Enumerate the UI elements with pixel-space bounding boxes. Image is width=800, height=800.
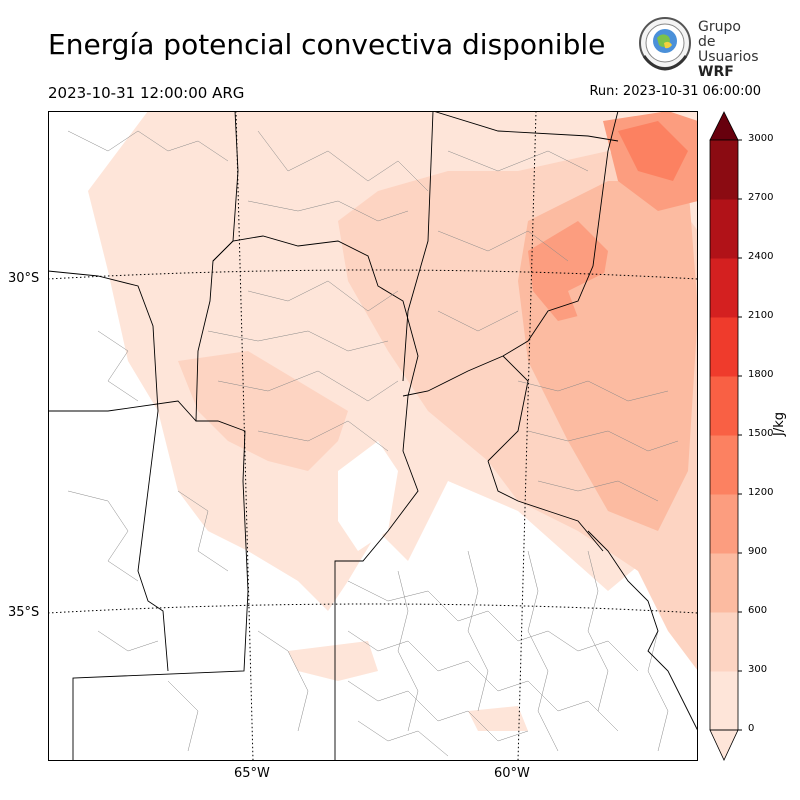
cape-shading — [48, 111, 698, 761]
colorbar-tick-label: 0 — [748, 723, 755, 734]
lat-label-35s: 35°S — [8, 605, 40, 620]
logo-line-3: WRF — [698, 64, 734, 80]
run-time-label: Run: 2023-10-31 06:00:00 — [589, 84, 761, 99]
colorbar-tick-label: 2100 — [748, 310, 774, 321]
map-title: Energía potencial convectiva disponible — [48, 28, 606, 61]
logo-line-1: Grupo de — [698, 19, 741, 50]
colorbar-extend-max — [709, 111, 739, 141]
colorbar-tick-label: 1800 — [748, 369, 774, 380]
lat-label-30s: 30°S — [8, 271, 40, 286]
valid-time-label: 2023-10-31 12:00:00 ARG — [48, 84, 245, 102]
colorbar-unit: J/kg — [772, 412, 787, 436]
coastline — [587, 530, 698, 732]
colorbar-tick-label: 3000 — [748, 133, 774, 144]
colorbar-band — [710, 199, 738, 259]
colorbar-band — [710, 553, 738, 613]
colorbar-band — [710, 258, 738, 318]
province-borders — [48, 111, 619, 761]
colorbar-tick-label: 1200 — [748, 487, 774, 498]
department-borders — [67, 130, 679, 757]
colorbar-tick-label: 600 — [748, 605, 768, 616]
wrf-group-logo: Grupo de Usuarios WRF — [638, 16, 759, 80]
colorbar-band — [710, 612, 738, 672]
colorbar-band — [710, 376, 738, 436]
colorbar — [709, 111, 742, 761]
colorbar-tick-label: 2700 — [748, 192, 774, 203]
colorbar-tick-label: 300 — [748, 664, 768, 675]
colorbar-band — [710, 671, 738, 731]
lon-label-65w: 65°W — [234, 766, 270, 781]
colorbar-tick-label: 1500 — [748, 428, 774, 439]
colorbar-extend-min — [709, 729, 739, 761]
colorbar-tick-label: 900 — [748, 546, 768, 557]
colorbar-ticks — [738, 139, 742, 731]
map-frame — [48, 111, 698, 761]
colorbar-band — [710, 140, 738, 200]
colorbar-band — [710, 317, 738, 377]
colorbar-bands — [709, 111, 739, 761]
colorbar-band — [710, 494, 738, 554]
cape-map — [48, 111, 698, 761]
graticule — [48, 111, 698, 761]
colorbar-band — [710, 435, 738, 495]
colorbar-tick-label: 2400 — [748, 251, 774, 262]
globe-seal-icon — [639, 17, 691, 71]
logo-line-2: Usuarios — [698, 49, 759, 65]
lon-label-60w: 60°W — [494, 766, 530, 781]
